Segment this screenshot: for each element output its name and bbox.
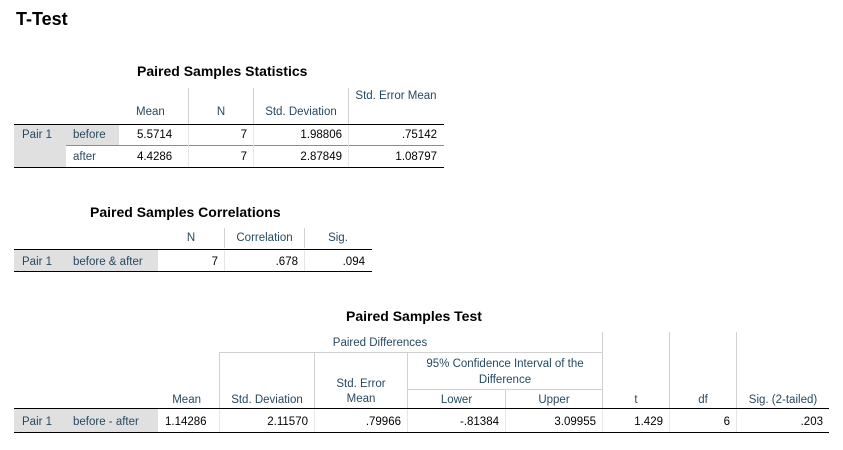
cell-upper: 3.09955	[554, 416, 596, 428]
column-divider	[407, 352, 408, 408]
column-divider	[188, 88, 189, 124]
row-label-shade	[66, 125, 119, 145]
column-divider	[224, 250, 225, 271]
cell-sig: .094	[342, 256, 365, 268]
column-header-sig-2-tailed: Sig. (2-tailed)	[748, 394, 818, 406]
cell-t: 1.429	[634, 416, 663, 428]
column-divider	[314, 409, 315, 432]
cell-std-deviation: 2.11570	[267, 416, 308, 428]
cell-std-error-mean: .75142	[401, 129, 437, 141]
column-header-mean: Mean	[136, 106, 165, 118]
column-divider	[669, 332, 670, 408]
row-label-shade	[14, 409, 158, 432]
cell-std-deviation: 1.98806	[300, 129, 342, 141]
column-header-correlation: Correlation	[236, 232, 293, 244]
cell-n: 7	[240, 129, 247, 141]
cell-std-deviation: 2.87849	[300, 151, 342, 163]
row-group-label: Pair 1	[22, 416, 53, 428]
column-divider	[348, 88, 349, 124]
row-group-shade	[14, 125, 66, 167]
column-divider	[602, 332, 603, 408]
super-header-confidence-interval: 95% Confidence Interval of the Differenc…	[426, 358, 584, 386]
column-header-upper: Upper	[538, 394, 570, 406]
row-group-label: Pair 1	[22, 129, 53, 141]
column-divider	[602, 409, 603, 432]
table-title: Paired Samples Test	[346, 308, 482, 324]
header-rule	[14, 249, 372, 250]
column-divider	[304, 250, 305, 271]
cell-n: 7	[211, 256, 218, 268]
column-divider	[505, 409, 506, 432]
column-divider	[736, 409, 737, 432]
column-header-mean: Mean	[172, 394, 201, 406]
column-header-lower: Lower	[440, 394, 473, 406]
column-divider	[219, 352, 220, 408]
cell-mean: 5.5714	[137, 129, 173, 141]
super-header-paired-differences: Paired Differences	[332, 337, 428, 349]
cell-lower: -.81384	[459, 416, 499, 428]
header-rule	[14, 408, 829, 409]
column-divider	[505, 389, 506, 408]
column-header-n: N	[186, 232, 196, 244]
cell-std-error-mean: 1.08797	[395, 151, 437, 163]
row-label-after: after	[73, 151, 97, 163]
row-rule	[66, 145, 444, 146]
super-header-rule	[219, 352, 602, 353]
row-group-label: Pair 1	[22, 256, 53, 268]
column-header-df: df	[698, 394, 708, 406]
row-label-shade	[14, 250, 158, 271]
column-divider	[219, 409, 220, 432]
row-label-before: before	[73, 129, 106, 141]
table-bottom-rule	[14, 432, 829, 433]
column-divider	[188, 125, 189, 167]
header-rule	[14, 124, 444, 125]
column-divider	[669, 409, 670, 432]
row-label-before-after: before - after	[73, 416, 139, 428]
cell-sig-2-tailed: .203	[800, 416, 823, 428]
column-divider	[224, 228, 225, 248]
table-bottom-rule	[14, 167, 444, 168]
table-title: Paired Samples Correlations	[90, 204, 281, 220]
cell-mean: 4.4286	[137, 151, 173, 163]
column-header-std-deviation: Std. Deviation	[265, 106, 337, 118]
column-header-std-deviation: Std. Deviation	[231, 394, 303, 406]
column-header-std-error-mean: Std. Error Mean	[355, 90, 437, 102]
table-title: Paired Samples Statistics	[137, 63, 308, 79]
cell-std-error-mean: .79966	[365, 416, 401, 428]
column-header-std-error-mean: Std. Error Mean	[336, 378, 386, 405]
cell-n: 7	[240, 151, 247, 163]
row-label-before-after: before & after	[73, 256, 143, 268]
column-divider	[736, 332, 737, 408]
column-divider	[253, 125, 254, 167]
column-divider	[348, 125, 349, 167]
column-divider	[314, 352, 315, 408]
column-header-t: t	[634, 394, 638, 406]
column-divider	[407, 409, 408, 432]
page-title: T-Test	[16, 9, 68, 29]
column-header-n: N	[216, 106, 226, 118]
column-divider	[304, 228, 305, 248]
cell-correlation: .678	[275, 256, 298, 268]
cell-df: 6	[723, 416, 730, 428]
table-bottom-rule	[14, 271, 372, 272]
column-divider	[253, 88, 254, 124]
cell-mean: 1.14286	[165, 416, 207, 428]
column-header-sig: Sig.	[328, 232, 348, 244]
